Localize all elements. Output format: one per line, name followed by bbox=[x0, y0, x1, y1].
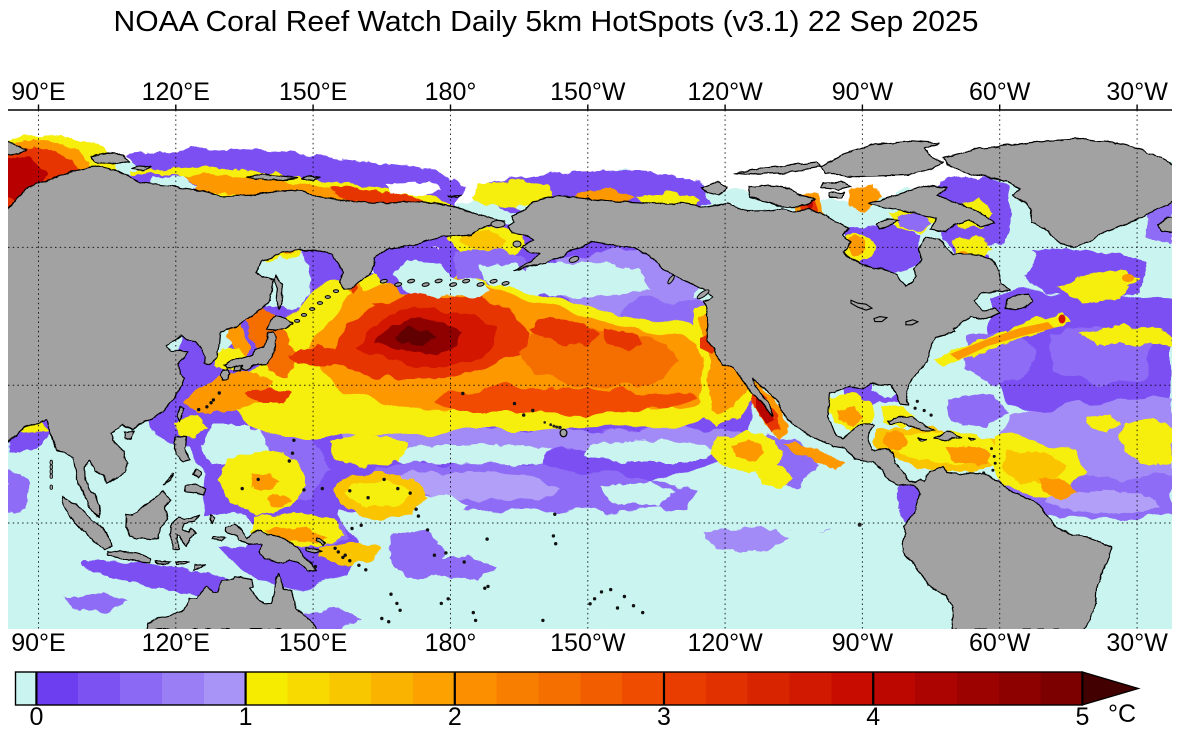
svg-text:90°E: 90°E bbox=[11, 78, 65, 106]
svg-text:30°W: 30°W bbox=[1106, 629, 1168, 657]
svg-text:60°W: 60°W bbox=[969, 629, 1031, 657]
svg-text:120°E: 120°E bbox=[142, 629, 210, 657]
svg-text:180°: 180° bbox=[425, 78, 477, 106]
svg-text:150°W: 150°W bbox=[550, 629, 626, 657]
svg-text:0: 0 bbox=[29, 703, 43, 731]
svg-text:NOAA Coral Reef Watch Daily 5k: NOAA Coral Reef Watch Daily 5km HotSpots… bbox=[114, 6, 979, 38]
svg-text:1: 1 bbox=[239, 703, 253, 731]
svg-text:120°W: 120°W bbox=[687, 629, 763, 657]
svg-text:150°E: 150°E bbox=[279, 78, 347, 106]
svg-text:30°W: 30°W bbox=[1106, 78, 1168, 106]
svg-text:3: 3 bbox=[657, 703, 671, 731]
svg-text:4: 4 bbox=[866, 703, 880, 731]
svg-text:150°W: 150°W bbox=[550, 78, 626, 106]
svg-text:180°: 180° bbox=[425, 629, 477, 657]
svg-text:90°W: 90°W bbox=[832, 78, 894, 106]
svg-text:90°W: 90°W bbox=[832, 629, 894, 657]
svg-text:120°E: 120°E bbox=[142, 78, 210, 106]
svg-text:60°W: 60°W bbox=[969, 78, 1031, 106]
svg-text:5: 5 bbox=[1075, 703, 1089, 731]
svg-text:°C: °C bbox=[1108, 700, 1136, 728]
svg-text:90°E: 90°E bbox=[11, 629, 65, 657]
svg-text:2: 2 bbox=[448, 703, 462, 731]
svg-text:150°E: 150°E bbox=[279, 629, 347, 657]
svg-text:120°W: 120°W bbox=[687, 78, 763, 106]
